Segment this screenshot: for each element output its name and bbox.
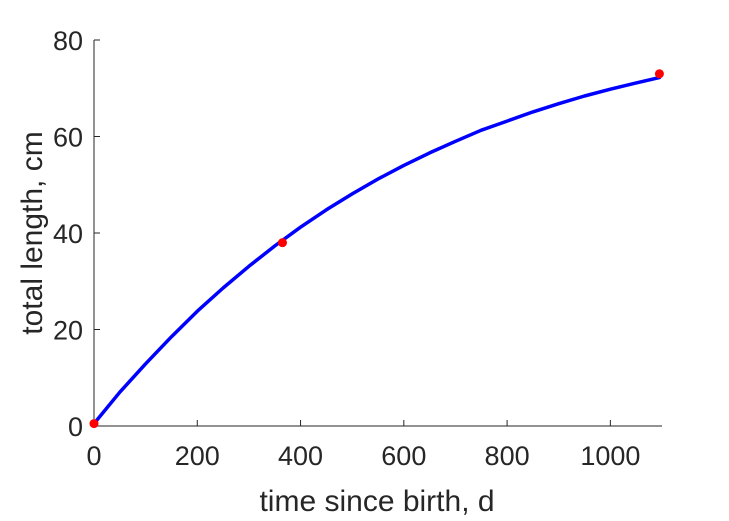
axes: 0 200 400 600 800 1000 0 20 40 60 80 xyxy=(53,26,662,471)
y-tick-label: 0 xyxy=(68,412,83,442)
x-tick-label: 0 xyxy=(86,441,101,471)
data-point xyxy=(654,69,664,79)
x-tick-label: 400 xyxy=(278,441,323,471)
x-tick-label: 800 xyxy=(485,441,530,471)
x-tick-label: 600 xyxy=(381,441,426,471)
data-point xyxy=(277,238,287,248)
x-axis-label: time since birth, d xyxy=(259,485,494,518)
plot-area xyxy=(89,69,664,429)
y-axis-label: total length, cm xyxy=(16,131,49,334)
fit-curve-line xyxy=(92,75,662,426)
y-tick-label: 80 xyxy=(53,26,83,56)
y-tick-label: 20 xyxy=(53,316,83,346)
x-tick-label: 200 xyxy=(175,441,220,471)
data-point xyxy=(89,419,99,429)
x-tick-label: 1000 xyxy=(580,441,640,471)
y-tick-label: 60 xyxy=(53,123,83,153)
y-tick-label: 40 xyxy=(53,219,83,249)
